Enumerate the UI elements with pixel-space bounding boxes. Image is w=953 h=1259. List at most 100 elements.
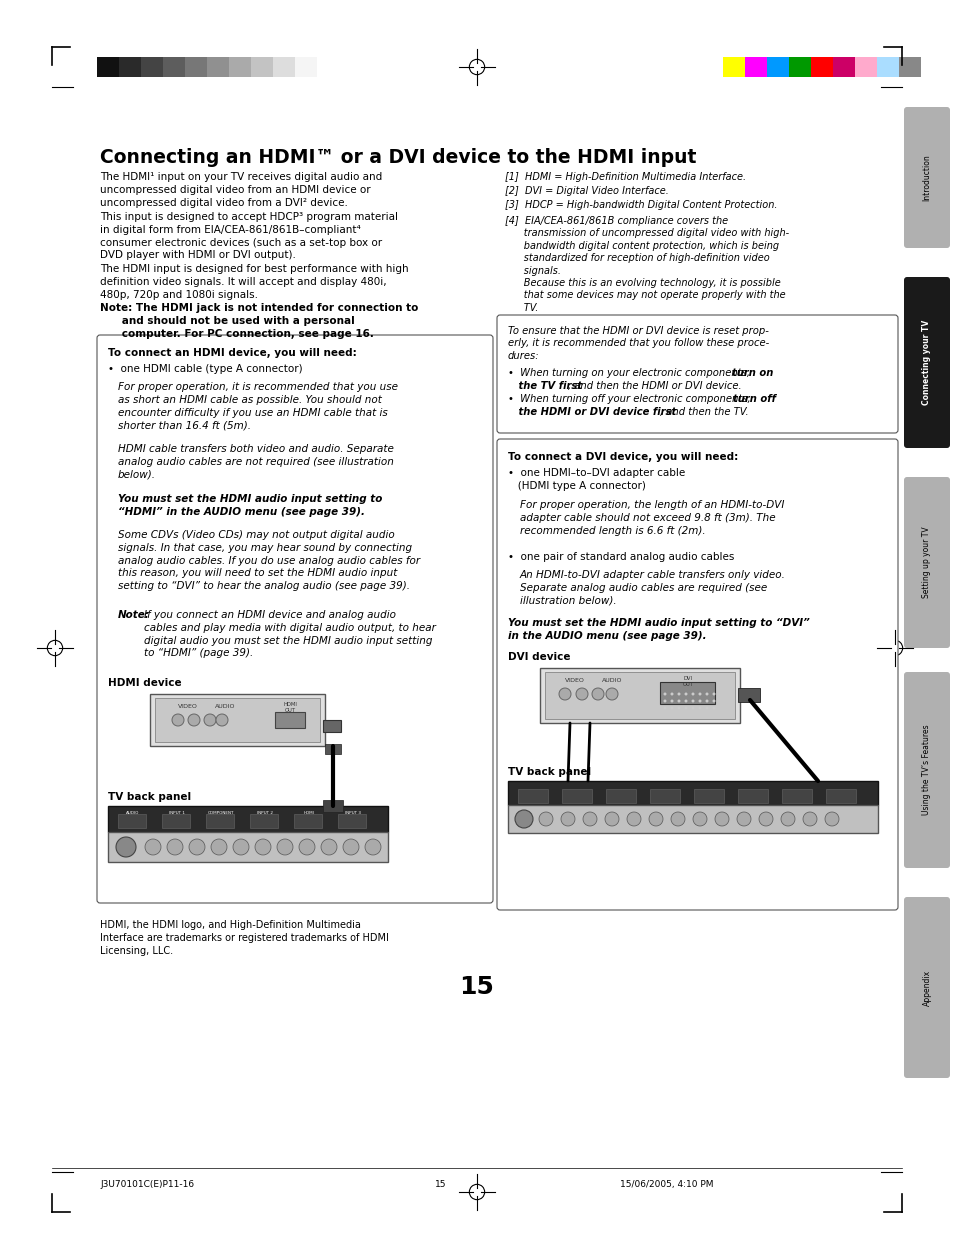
Bar [274, 713, 305, 728]
Circle shape [691, 692, 694, 695]
Bar [876, 57, 898, 77]
Text: Using the TV’s Features: Using the TV’s Features [922, 725, 930, 816]
Bar [108, 806, 388, 832]
Circle shape [211, 838, 227, 855]
Bar [119, 57, 141, 77]
Text: [2]  DVI = Digital Video Interface.: [2] DVI = Digital Video Interface. [504, 186, 668, 196]
Bar [693, 789, 723, 803]
Circle shape [712, 706, 715, 710]
Circle shape [705, 700, 708, 703]
Bar [250, 815, 277, 828]
Circle shape [215, 714, 228, 726]
Bar [207, 57, 229, 77]
Bar [744, 57, 766, 77]
Circle shape [145, 838, 161, 855]
Circle shape [189, 838, 205, 855]
Text: Setting up your TV: Setting up your TV [922, 526, 930, 598]
Text: turn on: turn on [731, 368, 773, 378]
Text: TV back panel: TV back panel [507, 767, 591, 777]
Text: AUDIO: AUDIO [601, 679, 621, 682]
Bar [273, 57, 294, 77]
Bar [323, 720, 340, 731]
Text: The HDMI input is designed for best performance with high
definition video signa: The HDMI input is designed for best perf… [100, 264, 408, 300]
Text: VIDEO: VIDEO [564, 679, 584, 682]
Circle shape [515, 810, 533, 828]
Text: [1]  HDMI = High-Definition Multimedia Interface.: [1] HDMI = High-Definition Multimedia In… [504, 172, 745, 183]
Circle shape [233, 838, 249, 855]
Bar [294, 57, 316, 77]
FancyBboxPatch shape [903, 277, 949, 448]
Circle shape [343, 838, 358, 855]
Text: To connect a DVI device, you will need:: To connect a DVI device, you will need: [507, 452, 738, 462]
Circle shape [677, 700, 679, 703]
Circle shape [705, 692, 708, 695]
Text: 15: 15 [435, 1180, 446, 1188]
Circle shape [714, 812, 728, 826]
Text: •  When turning on your electronic components,: • When turning on your electronic compon… [507, 368, 752, 378]
Text: The HDMI¹ input on your TV receives digital audio and
uncompressed digital video: The HDMI¹ input on your TV receives digi… [100, 172, 382, 208]
Text: •  one HDMI–to–DVI adapter cable
   (HDMI type A connector): • one HDMI–to–DVI adapter cable (HDMI ty… [507, 468, 684, 491]
Text: •  one pair of standard analog audio cables: • one pair of standard analog audio cabl… [507, 551, 734, 562]
Bar [738, 687, 760, 703]
Bar [722, 57, 744, 77]
Text: Introduction: Introduction [922, 154, 930, 201]
Text: VIDEO: VIDEO [178, 704, 197, 709]
Bar [659, 682, 714, 704]
Bar [118, 815, 146, 828]
Text: the HDMI or DVI device first: the HDMI or DVI device first [507, 407, 676, 417]
Circle shape [684, 700, 687, 703]
Text: turn off: turn off [732, 394, 775, 404]
Circle shape [576, 687, 587, 700]
Bar [141, 57, 163, 77]
FancyBboxPatch shape [97, 335, 493, 903]
Bar [507, 781, 877, 805]
Text: 15/06/2005, 4:10 PM: 15/06/2005, 4:10 PM [619, 1180, 713, 1188]
Circle shape [558, 687, 571, 700]
Circle shape [662, 700, 666, 703]
Circle shape [698, 700, 700, 703]
Circle shape [698, 692, 700, 695]
Text: An HDMI-to-DVI adapter cable transfers only video.
Separate analog audio cables : An HDMI-to-DVI adapter cable transfers o… [519, 570, 785, 606]
Text: HDMI cable transfers both video and audio. Separate
analog audio cables are not : HDMI cable transfers both video and audi… [118, 444, 394, 480]
Text: Some CDVs (Video CDs) may not output digital audio
signals. In that case, you ma: Some CDVs (Video CDs) may not output dig… [118, 530, 419, 592]
Circle shape [692, 812, 706, 826]
Bar [766, 57, 788, 77]
Bar [507, 805, 877, 833]
Bar [854, 57, 876, 77]
Circle shape [698, 706, 700, 710]
Circle shape [691, 700, 694, 703]
Circle shape [684, 692, 687, 695]
Circle shape [605, 687, 618, 700]
Bar [649, 789, 679, 803]
Text: Note: The HDMI jack is not intended for connection to
      and should not be us: Note: The HDMI jack is not intended for … [100, 303, 418, 339]
Text: INPUT 3: INPUT 3 [345, 811, 360, 815]
Circle shape [604, 812, 618, 826]
Text: the TV first: the TV first [507, 381, 581, 392]
Text: Appendix: Appendix [922, 969, 930, 1006]
Circle shape [712, 692, 715, 695]
Text: DVI device: DVI device [507, 652, 570, 662]
FancyBboxPatch shape [903, 896, 949, 1078]
Text: Connecting your TV: Connecting your TV [922, 320, 930, 405]
Bar [323, 799, 343, 812]
Text: •  When turning off your electronic components,: • When turning off your electronic compo… [507, 394, 753, 404]
Text: HDMI device: HDMI device [108, 679, 181, 687]
Bar [294, 815, 322, 828]
Text: For proper operation, the length of an HDMI-to-DVI
adapter cable should not exce: For proper operation, the length of an H… [519, 500, 783, 535]
Text: INPUT 1: INPUT 1 [169, 811, 185, 815]
Text: To ensure that the HDMI or DVI device is reset prop-
erly, it is recommended tha: To ensure that the HDMI or DVI device is… [507, 326, 768, 361]
Bar [561, 789, 592, 803]
Circle shape [737, 812, 750, 826]
Circle shape [582, 812, 597, 826]
Circle shape [670, 692, 673, 695]
Circle shape [759, 812, 772, 826]
Bar [150, 694, 325, 747]
Bar [162, 815, 190, 828]
Text: •  one HDMI cable (type A connector): • one HDMI cable (type A connector) [108, 364, 302, 374]
Bar [97, 57, 119, 77]
Text: DVI
OUT: DVI OUT [681, 676, 693, 687]
Text: Note:: Note: [118, 611, 150, 619]
Bar [825, 789, 855, 803]
Text: HDMI, the HDMI logo, and High-Definition Multimedia
Interface are trademarks or : HDMI, the HDMI logo, and High-Definition… [100, 920, 389, 956]
Bar [898, 57, 920, 77]
